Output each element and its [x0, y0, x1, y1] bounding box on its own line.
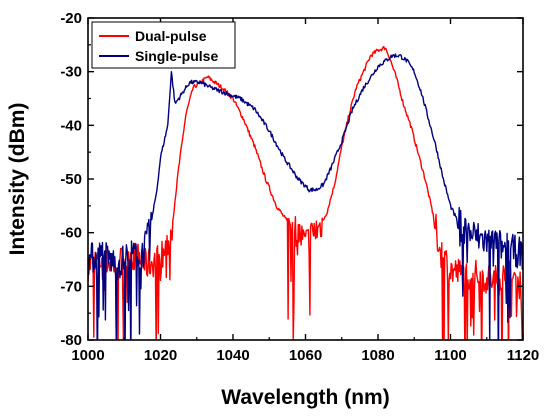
- series-line-dual-pulse: [88, 45, 523, 340]
- x-tick-label: 1060: [289, 347, 322, 364]
- y-tick-label: -20: [60, 10, 82, 27]
- y-tick-label: -60: [60, 225, 82, 242]
- x-tick-label: 1120: [507, 347, 540, 364]
- legend-label-single-pulse: Single-pulse: [135, 48, 218, 64]
- x-tick-label: 1020: [144, 347, 177, 364]
- x-tick-label: 1040: [216, 347, 249, 364]
- y-tick-label: -50: [60, 171, 82, 188]
- series-line-single-pulse: [88, 53, 523, 340]
- legend: Dual-pulse Single-pulse: [91, 21, 236, 69]
- x-tick-label: 1080: [361, 347, 394, 364]
- x-axis-title: Wavelength (nm): [221, 386, 389, 409]
- y-axis-title: Intensity (dBm): [6, 103, 29, 256]
- y-tick-label: -70: [60, 278, 82, 295]
- legend-box: [91, 21, 236, 69]
- y-tick-label: -40: [60, 117, 82, 134]
- y-tick-label: -80: [60, 332, 82, 349]
- y-tick-label: -30: [60, 64, 82, 81]
- x-tick-label: 1100: [434, 347, 467, 364]
- legend-label-dual-pulse: Dual-pulse: [135, 28, 207, 44]
- x-tick-label: 1000: [71, 347, 104, 364]
